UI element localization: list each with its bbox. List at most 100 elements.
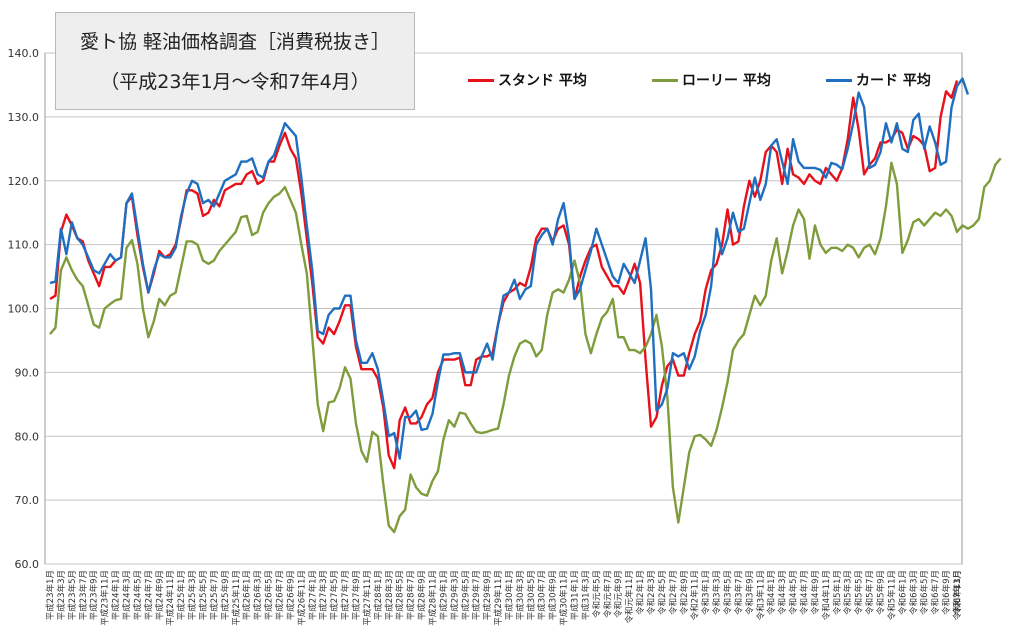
x-tick-label: 平成27年11月: [362, 570, 373, 626]
x-tick-label: 平成26年3月: [253, 570, 264, 620]
x-tick-label: 令和6年9月: [941, 570, 952, 615]
x-tick-label: 平成23年9月: [89, 570, 100, 620]
x-tick-label: 平成29年7月: [471, 570, 482, 620]
x-tick-label: 平成29年1月: [438, 570, 449, 620]
x-tick-label: 令和3年9月: [744, 570, 755, 615]
legend-label-card: カード 平均: [856, 73, 931, 89]
x-tick-label: 令和5年5月: [854, 570, 865, 615]
x-tick-label: 令和7年1月: [952, 570, 963, 615]
x-tick-label: 平成26年11月: [296, 570, 307, 626]
x-tick-label: 令和7年3月: [952, 570, 963, 615]
x-tick-label: 平成23年7月: [78, 570, 89, 620]
x-tick-label: 平成29年3月: [449, 570, 460, 620]
x-tick-label: 平成28年5月: [395, 570, 406, 620]
x-tick-label: 平成28年11月: [427, 570, 438, 626]
y-tick-label: 60.0: [15, 558, 40, 571]
x-tick-label: 令和5年1月: [832, 570, 843, 615]
x-tick-label: 平成23年11月: [100, 570, 111, 626]
x-tick-label: 平成30年5月: [526, 570, 537, 620]
x-tick-label: 平成25年1月: [176, 570, 187, 620]
x-tick-label: 平成28年1月: [373, 570, 384, 620]
legend-item-stand: スタンド 平均: [468, 70, 587, 90]
x-tick-label: 令和元年5月: [591, 570, 602, 618]
x-tick-label: 令和6年7月: [930, 570, 941, 615]
x-tick-label: 平成25年11月: [231, 570, 242, 626]
x-tick-label: 令和3年11月: [755, 570, 766, 620]
x-tick-label: 令和5年9月: [876, 570, 887, 615]
x-tick-label: 平成24年9月: [154, 570, 165, 620]
x-tick-label: 平成28年7月: [406, 570, 417, 620]
x-tick-label: 平成31年3月: [580, 570, 591, 620]
x-tick-label: 平成30年3月: [515, 570, 526, 620]
x-tick-label: 平成29年9月: [482, 570, 493, 620]
x-tick-label: 平成27年3月: [318, 570, 329, 620]
y-tick-label: 120.0: [8, 175, 40, 188]
x-tick-label: 平成26年7月: [274, 570, 285, 620]
x-tick-label: 令和4年1月: [766, 570, 777, 615]
x-tick-label: 令和2年9月: [679, 570, 690, 615]
x-tick-label: 平成25年5月: [198, 570, 209, 620]
x-tick-label: 令和2年3月: [646, 570, 657, 615]
x-tick-label: 令和元年7月: [602, 570, 613, 618]
x-tick-label: 平成23年3月: [56, 570, 67, 620]
x-tick-label: 令和4年9月: [810, 570, 821, 615]
x-tick-label: 平成24年3月: [121, 570, 132, 620]
x-tick-label: 令和3年7月: [733, 570, 744, 615]
x-tick-label: 平成30年7月: [537, 570, 548, 620]
series-line-stand: [49, 80, 959, 470]
x-tick-label: 令和3年5月: [723, 570, 734, 615]
x-tick-label: 令和2年1月: [635, 570, 646, 615]
x-tick-label: 平成23年5月: [67, 570, 78, 620]
x-tick-label: 令和6年11月: [952, 570, 963, 620]
x-tick-label: 平成25年3月: [187, 570, 198, 620]
x-tick-label: 平成27年1月: [307, 570, 318, 620]
x-tick-label: 令和2年5月: [657, 570, 668, 615]
x-tick-label: 平成26年9月: [285, 570, 296, 620]
x-tick-label: 平成26年1月: [242, 570, 253, 620]
x-tick-label: 令和6年3月: [908, 570, 919, 615]
gridlines: [44, 52, 963, 565]
chart-title-box: 愛ト協 軽油価格調査［消費税抜き］ （平成23年1月～令和7年4月）: [55, 12, 415, 110]
legend-swatch-card: [826, 78, 852, 82]
y-tick-label: 70.0: [15, 494, 40, 507]
y-tick-label: 100.0: [8, 303, 40, 316]
legend-swatch-stand: [468, 78, 494, 82]
x-tick-label: 令和5年11月: [886, 570, 897, 620]
x-tick-label: 平成25年9月: [220, 570, 231, 620]
y-axis: 60.0 70.0 80.0 90.0 100.0 110.0 120.0 130.0 140.…: [8, 47, 40, 571]
x-tick-label: 平成24年5月: [132, 570, 143, 620]
x-tick-label: 平成27年7月: [340, 570, 351, 620]
x-tick-label: 平成31年1月: [570, 570, 581, 620]
x-tick-label: 令和5年7月: [865, 570, 876, 615]
series-lines: [49, 77, 1002, 534]
y-tick-label: 130.0: [8, 111, 40, 124]
x-tick-label: 平成24年1月: [111, 570, 122, 620]
x-tick-label: 平成29年11月: [493, 570, 504, 626]
x-tick-label: 平成29年5月: [460, 570, 471, 620]
legend-label-lorry: ローリー 平均: [682, 73, 771, 89]
chart-subtitle: （平成23年1月～令和7年4月）: [100, 71, 370, 93]
x-tick-label: 平成27年5月: [329, 570, 340, 620]
x-tick-label: 令和4年3月: [777, 570, 788, 615]
legend-item-card: カード 平均: [826, 70, 931, 90]
x-tick-label: 平成25年7月: [209, 570, 220, 620]
x-tick-label: 令和2年11月: [690, 570, 701, 620]
y-tick-label: 90.0: [15, 366, 40, 379]
x-tick-label: 平成23年1月: [45, 570, 56, 620]
x-tick-label: 令和元年9月: [613, 570, 624, 618]
x-tick-label: 令和5年3月: [843, 570, 854, 615]
series-line-lorry: [49, 157, 1002, 534]
y-tick-label: 110.0: [8, 239, 40, 252]
x-tick-label: 令和4年7月: [799, 570, 810, 615]
x-tick-label: 令和4年5月: [788, 570, 799, 615]
x-tick-label: 令和6年5月: [919, 570, 930, 615]
x-tick-label: 平成24年7月: [143, 570, 154, 620]
x-tick-label: 令和元年11月: [624, 570, 635, 623]
x-tick-label: 平成30年11月: [559, 570, 570, 626]
x-tick-label: 平成24年11月: [165, 570, 176, 626]
x-tick-label: 平成30年9月: [548, 570, 559, 620]
chart-title: 愛ト協 軽油価格調査［消費税抜き］: [79, 31, 391, 53]
x-axis: 平成23年1月 平成23年3月 平成23年5月 平成23年7月 平成23年9月 平成23年…: [45, 570, 963, 626]
x-tick-label: 平成28年3月: [384, 570, 395, 620]
